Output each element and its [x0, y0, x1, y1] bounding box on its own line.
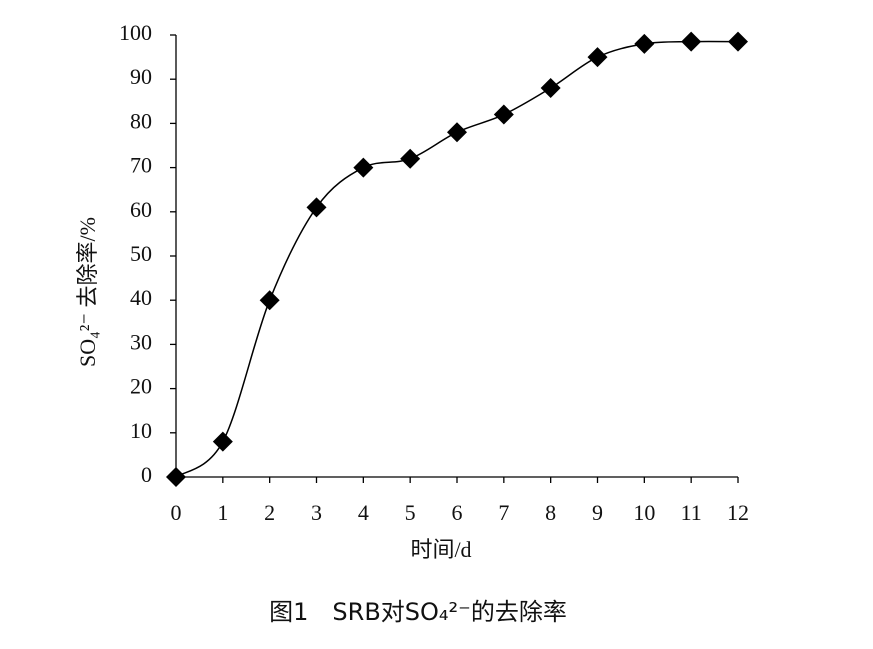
y-tick-label: 80 — [130, 108, 152, 133]
data-point — [447, 122, 467, 143]
data-point — [166, 467, 186, 487]
y-tick-label: 10 — [130, 418, 152, 443]
data-line — [175, 40, 739, 478]
x-tick-label: 6 — [452, 500, 463, 525]
y-axis-label: SO₄²⁻ 去除率/% — [75, 217, 100, 367]
x-tick-label: 9 — [592, 500, 603, 525]
y-tick-label: 50 — [130, 241, 152, 266]
x-tick-label: 2 — [264, 500, 275, 525]
x-tick-label: 0 — [171, 500, 182, 525]
x-axis-label: 时间/d — [410, 537, 471, 562]
y-tick-label: 40 — [130, 285, 152, 310]
x-tick-label: 8 — [545, 500, 556, 525]
x-tick-label: 12 — [727, 500, 749, 525]
x-tick-label: 7 — [498, 500, 509, 525]
y-tick-label: 90 — [130, 64, 152, 89]
data-point — [681, 31, 702, 52]
data-point — [728, 31, 748, 52]
x-tick-label: 1 — [217, 500, 228, 525]
y-tick-label: 60 — [130, 197, 152, 222]
y-tick-label: 0 — [141, 462, 152, 487]
data-point — [587, 47, 608, 68]
data-point — [306, 197, 327, 218]
y-tick-label: 100 — [119, 20, 152, 45]
data-point — [212, 431, 233, 452]
data-point — [634, 33, 655, 54]
y-tick-label: 20 — [130, 374, 152, 399]
x-tick-label: 4 — [358, 500, 369, 525]
x-tick-label: 10 — [633, 500, 655, 525]
data-point — [540, 78, 561, 99]
caption: 图1 SRB对SO₄²⁻的去除率 — [269, 598, 567, 626]
x-tick-label: 3 — [311, 500, 322, 525]
y-tick-label: 30 — [130, 329, 152, 354]
data-point — [259, 290, 280, 311]
data-point — [353, 157, 374, 178]
x-tick-label: 5 — [405, 500, 416, 525]
y-tick-label: 70 — [130, 153, 152, 178]
data-point — [493, 104, 514, 125]
data-point — [400, 148, 421, 169]
x-tick-label: 11 — [681, 500, 702, 525]
